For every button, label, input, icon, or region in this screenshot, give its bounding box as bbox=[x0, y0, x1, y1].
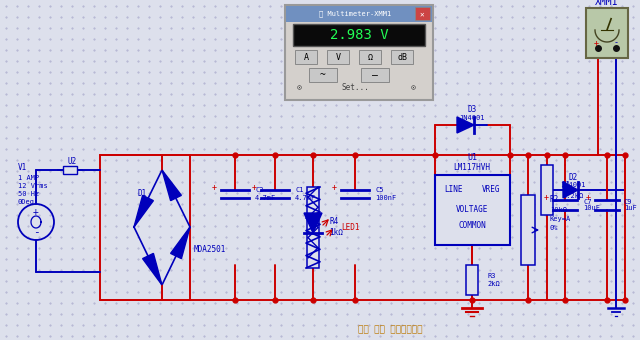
Text: R3
2kΩ: R3 2kΩ bbox=[487, 273, 500, 287]
Text: -: - bbox=[33, 227, 40, 237]
Polygon shape bbox=[304, 213, 322, 233]
Bar bbox=[521, 195, 535, 265]
Text: VOLTAGE: VOLTAGE bbox=[456, 205, 488, 215]
Text: U2: U2 bbox=[67, 156, 77, 166]
Text: R2: R2 bbox=[550, 195, 559, 204]
Text: C1
4.7mF: C1 4.7mF bbox=[295, 187, 316, 201]
Text: R4
1kΩ: R4 1kΩ bbox=[329, 217, 343, 237]
Bar bbox=[309, 68, 337, 82]
Bar bbox=[541, 165, 553, 215]
Bar bbox=[586, 8, 628, 58]
Text: ~: ~ bbox=[320, 70, 326, 80]
Text: ⊙: ⊙ bbox=[410, 84, 415, 92]
Bar bbox=[295, 50, 317, 64]
Text: Ω: Ω bbox=[367, 52, 372, 62]
Bar bbox=[307, 187, 319, 268]
Bar bbox=[415, 7, 430, 20]
Text: +: + bbox=[33, 207, 39, 217]
Text: XMM1: XMM1 bbox=[595, 0, 619, 7]
Text: C5
100nF: C5 100nF bbox=[375, 187, 396, 201]
Text: 关注 好奇 电子工业服务: 关注 好奇 电子工业服务 bbox=[358, 325, 422, 335]
Text: U1: U1 bbox=[467, 153, 477, 162]
Text: 0Deg: 0Deg bbox=[18, 199, 35, 205]
Text: D1: D1 bbox=[138, 189, 147, 199]
Polygon shape bbox=[563, 182, 578, 198]
Polygon shape bbox=[143, 253, 162, 285]
Text: LED1: LED1 bbox=[341, 222, 360, 232]
Text: COMMON: COMMON bbox=[458, 221, 486, 230]
Bar bbox=[63, 166, 77, 174]
Text: Set...: Set... bbox=[341, 84, 369, 92]
Text: 12 Vrms: 12 Vrms bbox=[18, 183, 48, 189]
Text: +: + bbox=[593, 38, 598, 48]
Text: 2.2kΩ: 2.2kΩ bbox=[562, 193, 583, 199]
Text: +: + bbox=[252, 183, 257, 191]
Text: LINE: LINE bbox=[445, 186, 463, 194]
Bar bbox=[293, 24, 425, 46]
Bar bbox=[286, 6, 432, 22]
Text: 1N4001: 1N4001 bbox=[560, 182, 586, 188]
Text: dB: dB bbox=[397, 52, 407, 62]
Text: —: — bbox=[372, 70, 378, 80]
Polygon shape bbox=[162, 170, 181, 201]
Text: 1N4001: 1N4001 bbox=[460, 115, 484, 121]
Text: +: + bbox=[212, 183, 217, 191]
Text: Key=A: Key=A bbox=[550, 216, 572, 222]
FancyBboxPatch shape bbox=[285, 5, 433, 100]
Text: 0%: 0% bbox=[550, 225, 559, 231]
Bar bbox=[359, 50, 381, 64]
Text: -: - bbox=[614, 38, 618, 48]
Text: LM117HVH: LM117HVH bbox=[454, 163, 490, 171]
Polygon shape bbox=[171, 227, 190, 259]
Bar bbox=[361, 68, 389, 82]
Bar bbox=[435, 175, 510, 245]
Text: +: + bbox=[586, 192, 591, 202]
Text: +: + bbox=[544, 192, 549, 202]
Text: 2.983 V: 2.983 V bbox=[330, 28, 388, 42]
Bar bbox=[466, 265, 478, 295]
Polygon shape bbox=[457, 117, 474, 133]
Text: D2: D2 bbox=[568, 172, 578, 182]
Text: C7
10uF: C7 10uF bbox=[583, 199, 600, 211]
Polygon shape bbox=[134, 195, 154, 227]
Text: A: A bbox=[303, 52, 308, 62]
Text: C9
1uF: C9 1uF bbox=[624, 199, 637, 211]
Text: 1 AMP: 1 AMP bbox=[18, 175, 39, 181]
Text: MDA2501: MDA2501 bbox=[194, 244, 227, 254]
Text: +: + bbox=[332, 183, 337, 191]
Bar bbox=[327, 50, 349, 64]
Text: 10kΩ: 10kΩ bbox=[550, 207, 567, 213]
Text: ✕: ✕ bbox=[420, 10, 424, 18]
Text: V1: V1 bbox=[18, 164, 28, 172]
Text: C2
4.7mF: C2 4.7mF bbox=[255, 187, 276, 201]
Text: ⊙: ⊙ bbox=[296, 84, 301, 92]
Bar bbox=[391, 50, 413, 64]
Text: VREG: VREG bbox=[482, 186, 500, 194]
Text: D3: D3 bbox=[467, 105, 477, 115]
Text: 50 Hz: 50 Hz bbox=[18, 191, 39, 197]
Text: 🔧 Multimeter-XMM1: 🔧 Multimeter-XMM1 bbox=[319, 11, 391, 17]
Text: R1: R1 bbox=[562, 182, 572, 190]
Text: V: V bbox=[335, 52, 340, 62]
